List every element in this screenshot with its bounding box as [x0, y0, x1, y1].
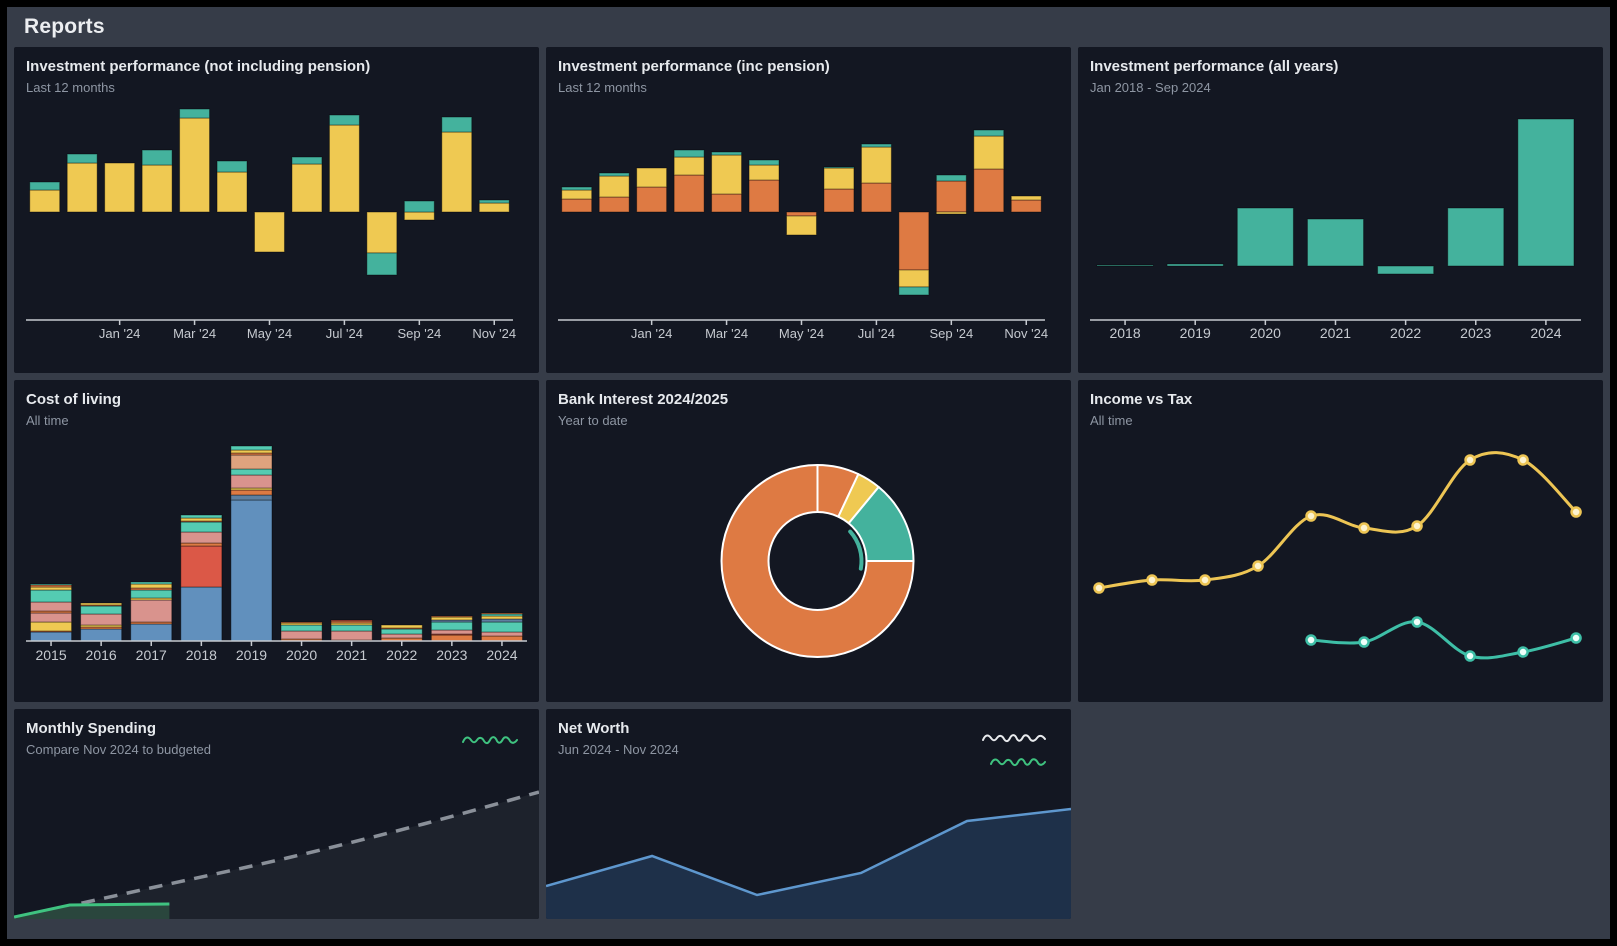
sparkline-icon — [462, 736, 518, 745]
stacked-bar-chart-cost-of-living[interactable]: 2015 2016 2017 2018 2019 2020 2021 2022 2023 2024 — [26, 433, 527, 696]
sparkline-icon — [982, 734, 1046, 743]
svg-text:2022: 2022 — [386, 647, 417, 663]
svg-text:2023: 2023 — [1460, 325, 1491, 341]
panel-investment-all-years: Investment performance (all years) Jan 2… — [1078, 47, 1603, 373]
svg-text:2019: 2019 — [236, 647, 267, 663]
panel-subtitle: All time — [26, 413, 69, 428]
svg-text:May '24: May '24 — [247, 326, 292, 341]
panel-grid: Investment performance (not including pe… — [7, 47, 1610, 919]
panel-bank-interest: Bank Interest 2024/2025 Year to date — [546, 380, 1071, 702]
panel-title[interactable]: Investment performance (all years) — [1090, 58, 1339, 75]
panel-title[interactable]: Investment performance (not including pe… — [26, 58, 371, 75]
svg-text:2022: 2022 — [1390, 325, 1421, 341]
panel-subtitle: Jun 2024 - Nov 2024 — [558, 742, 679, 757]
panel-subtitle: Last 12 months — [558, 80, 647, 95]
panel-title[interactable]: Monthly Spending — [26, 720, 156, 737]
svg-text:2017: 2017 — [136, 647, 167, 663]
area-chart-monthly-spending[interactable] — [14, 759, 539, 919]
area-chart-net-worth[interactable] — [546, 759, 1071, 919]
panel-title[interactable]: Income vs Tax — [1090, 391, 1193, 408]
panel-subtitle: Jan 2018 - Sep 2024 — [1090, 80, 1211, 95]
svg-text:2024: 2024 — [486, 647, 517, 663]
svg-text:2019: 2019 — [1180, 325, 1211, 341]
donut-chart-bank-interest[interactable] — [558, 433, 1059, 696]
page-header: Reports — [7, 7, 1610, 47]
panel-subtitle: Compare Nov 2024 to budgeted — [26, 742, 212, 757]
bar-chart-investment-all-years[interactable]: 2018 2019 2020 2021 2022 2023 2024 — [1090, 100, 1591, 363]
page-title: Reports — [24, 15, 105, 38]
panel-subtitle: Last 12 months — [26, 80, 115, 95]
svg-text:Jan '24: Jan '24 — [631, 326, 673, 341]
panel-title[interactable]: Investment performance (inc pension) — [558, 58, 830, 75]
svg-text:Jul '24: Jul '24 — [858, 326, 895, 341]
svg-text:2021: 2021 — [1320, 325, 1351, 341]
svg-text:2024: 2024 — [1530, 325, 1561, 341]
svg-text:2016: 2016 — [86, 647, 117, 663]
svg-text:Nov '24: Nov '24 — [472, 326, 516, 341]
sparkline-icon — [990, 758, 1046, 767]
panel-title[interactable]: Bank Interest 2024/2025 — [558, 391, 729, 408]
bar-chart-investment-not-including-pension[interactable]: Jan '24 Mar '24 May '24 Jul '24 Sep '24 Nov '… — [26, 100, 527, 363]
panel-subtitle: All time — [1090, 413, 1133, 428]
dashboard: Reports Investment performance (not incl… — [7, 7, 1610, 939]
svg-text:Sep '24: Sep '24 — [929, 326, 973, 341]
svg-text:2020: 2020 — [1250, 325, 1281, 341]
svg-text:Sep '24: Sep '24 — [397, 326, 441, 341]
svg-text:Mar '24: Mar '24 — [173, 326, 216, 341]
panel-income-vs-tax: Income vs Tax All time — [1078, 380, 1603, 702]
panel-cost-of-living: Cost of living All time 2015 2016 2017 2018… — [14, 380, 539, 702]
svg-text:2018: 2018 — [1109, 325, 1140, 341]
svg-text:Jan '24: Jan '24 — [99, 326, 141, 341]
svg-text:May '24: May '24 — [779, 326, 824, 341]
panel-investment-inc-pension: Investment performance (inc pension) Las… — [546, 47, 1071, 373]
svg-text:Mar '24: Mar '24 — [705, 326, 748, 341]
panel-net-worth: Net Worth Jun 2024 - Nov 2024 — [546, 709, 1071, 919]
svg-text:2018: 2018 — [186, 647, 217, 663]
line-chart-income-vs-tax[interactable] — [1090, 433, 1591, 696]
bar-chart-investment-inc-pension[interactable]: Jan '24 Mar '24 May '24 Jul '24 Sep '24 Nov '… — [558, 100, 1059, 363]
panel-monthly-spending: Monthly Spending Compare Nov 2024 to bud… — [14, 709, 539, 919]
svg-text:Jul '24: Jul '24 — [326, 326, 363, 341]
panel-title[interactable]: Net Worth — [558, 720, 630, 737]
svg-text:2020: 2020 — [286, 647, 317, 663]
svg-text:2021: 2021 — [336, 647, 367, 663]
svg-text:2023: 2023 — [436, 647, 467, 663]
panel-subtitle: Year to date — [558, 413, 628, 428]
svg-text:Nov '24: Nov '24 — [1004, 326, 1048, 341]
panel-title[interactable]: Cost of living — [26, 391, 121, 408]
svg-text:2015: 2015 — [35, 647, 66, 663]
panel-investment-not-including-pension: Investment performance (not including pe… — [14, 47, 539, 373]
